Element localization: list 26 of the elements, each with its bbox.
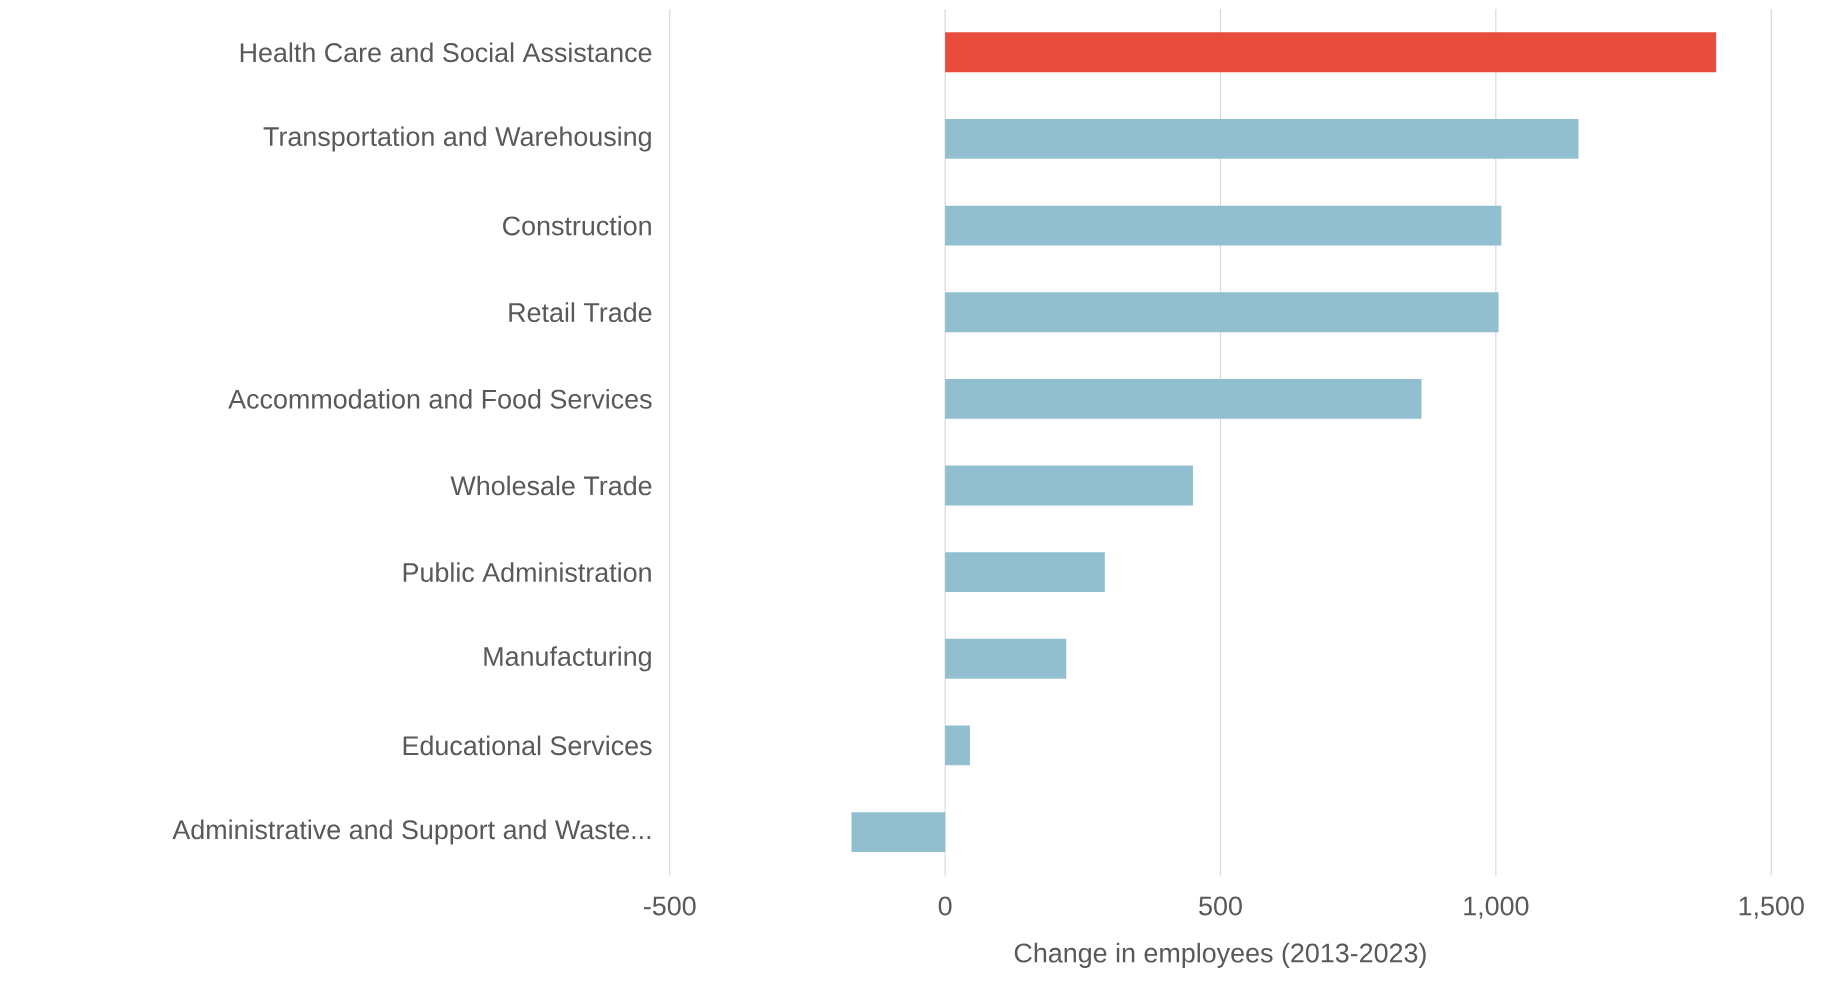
y-tick-label: Transportation and Warehousing bbox=[263, 126, 651, 152]
bar bbox=[945, 552, 1105, 593]
y-tick-label: Construction bbox=[503, 215, 651, 236]
y-tick-label: Administrative and Support and Waste... bbox=[172, 819, 651, 845]
x-tick-label: 1,000 bbox=[1464, 896, 1529, 919]
x-tick-label: 500 bbox=[1199, 896, 1242, 916]
bar bbox=[945, 119, 1579, 159]
y-tick-label: Educational Services bbox=[403, 735, 652, 756]
bar bbox=[945, 32, 1717, 73]
bar bbox=[945, 465, 1193, 506]
y-tick-label: Health Care and Social Assistance bbox=[240, 42, 652, 63]
y-tick-label: Accommodation and Food Services bbox=[228, 389, 652, 409]
x-tick-label: 0 bbox=[938, 896, 952, 916]
bar bbox=[851, 812, 946, 853]
x-tick-label: -500 bbox=[644, 896, 696, 916]
y-tick-label: Wholesale Trade bbox=[450, 475, 652, 496]
bar bbox=[945, 725, 970, 766]
bar bbox=[945, 205, 1502, 246]
x-axis-title: Change in employees (2013-2023) bbox=[1014, 942, 1426, 968]
y-tick-label: Public Administration bbox=[403, 562, 651, 583]
bar bbox=[945, 292, 1499, 333]
y-tick-label: Retail Trade bbox=[509, 302, 652, 323]
x-tick-label: 1,500 bbox=[1739, 896, 1804, 919]
bar bbox=[945, 638, 1067, 679]
bar bbox=[945, 378, 1422, 419]
y-tick-label: Manufacturing bbox=[484, 646, 651, 672]
